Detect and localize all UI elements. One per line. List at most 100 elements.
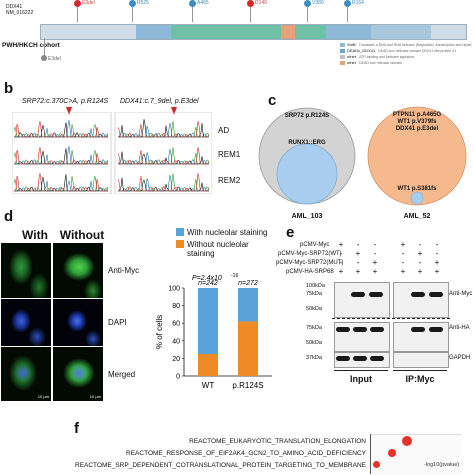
seq1-label: SRP72:c.370C>A, p.R124S [22, 98, 109, 105]
dot-term-3 [373, 461, 380, 468]
n-label: n=272 [238, 280, 258, 287]
dotplot-axis [370, 434, 371, 474]
marker-ha-50: 50kDa [306, 340, 322, 346]
cohort-label: PWH/HKCH cohort [2, 42, 60, 49]
y-tick-label: 0 [176, 374, 180, 381]
bar-legend: With nucleolar staining Without nucleola… [176, 228, 276, 258]
domain-other-2 [371, 25, 431, 39]
group-bracket-input [334, 370, 388, 371]
marker-gapdh-37: 37kDa [306, 355, 322, 361]
legend-without: Without nucleolar staining [176, 240, 276, 258]
venn2-caption: AML_52 [403, 213, 431, 220]
y-axis-label: % of cells [155, 315, 164, 349]
blot-label-anti-ha: Anti-HA [449, 325, 470, 331]
legend-item: SmB Translates a DNA and RNA helicase (R… [340, 42, 472, 48]
lollipop-head [344, 0, 351, 7]
chromatogram-trace [117, 151, 209, 165]
legend-item: DEADc_DDX41 DEAD-box helicase domain DDX… [340, 48, 472, 54]
group-label-ip: IP:Myc [405, 374, 435, 384]
chromatogram [12, 112, 212, 194]
y-tick-label: 20 [172, 356, 180, 363]
gene-name: DDX41 [6, 4, 23, 10]
panel-f-label: f [74, 420, 79, 437]
lollipop-6: R164 [342, 0, 364, 22]
venn2-outer-label-2: WT1 p.V379fs [397, 119, 437, 125]
lollipop-label: E3del [82, 0, 95, 6]
micrograph-with-merged: 10 µm [0, 346, 52, 402]
panel-c-label: c [268, 92, 277, 109]
col-without-label: Without [59, 228, 105, 242]
band-ha-input-3 [370, 327, 384, 332]
p-value-label: P=2.4x10 [192, 275, 222, 282]
scale-bar-label: 10 µm [37, 394, 49, 399]
transfection-sign: - [401, 249, 405, 258]
legend-swatch [176, 240, 184, 248]
venn1-caption: AML_103 [291, 213, 323, 220]
y-tick-label: 100 [168, 286, 180, 293]
transfection-sign: + [338, 240, 344, 249]
band-myc-input-3 [369, 292, 383, 297]
seq2-label: DDX41:c.7_9del, p.E3del [120, 98, 199, 105]
group-bracket-ip [393, 370, 447, 371]
marker-ha-75: 75kDa [306, 325, 322, 331]
bar-wt-series-0 [198, 354, 218, 376]
row-label-srp72-mut: pCMV-Myc-SRP72(MUT) [276, 260, 344, 266]
term-1: REACTOME_EUKARYOTIC_TRANSLATION_ELONGATI… [189, 438, 366, 445]
transfection-sign: + [400, 240, 406, 249]
row-label-ad: AD [218, 126, 230, 135]
blot-divider [332, 318, 450, 319]
x-tick-label: WT [202, 381, 215, 390]
legend-without-label: Without nucleolar staining [187, 240, 249, 258]
venn1-inner-label: RUNX1::ERG [288, 140, 326, 146]
stacked-bar-chart: 0 20 40 60 80 100 % of cells P=2.4x10 -16 n=242 WT… [155, 273, 272, 390]
legend-with-label: With nucleolar staining [187, 228, 268, 237]
transfection-sign: + [338, 267, 344, 276]
lollipop-label: R525 [137, 0, 149, 6]
lollipop-1: E3del [72, 0, 95, 22]
n-label: n=242 [198, 280, 218, 287]
transfection-sign: + [417, 267, 423, 276]
y-tick-label: 60 [172, 321, 180, 328]
chromatogram-trace [117, 177, 209, 192]
transfection-sign: + [372, 258, 378, 267]
band-gapdh-3 [370, 356, 384, 361]
blot-gapdh-ip [393, 352, 449, 368]
band-myc-input-2 [351, 292, 365, 297]
transfection-sign: - [401, 258, 405, 267]
domain-legend: SmB Translates a DNA and RNA helicase (R… [340, 42, 472, 66]
lollipop-head [74, 0, 81, 7]
transfection-sign: + [417, 249, 423, 258]
lollipop-label: D140 [255, 0, 267, 6]
row-label-srp72-wt: pCMV-Myc-SRP72(WT) [278, 251, 342, 257]
dot-term-1 [402, 436, 412, 446]
micrograph-without-dapi [52, 298, 104, 348]
y-tick-label: 40 [172, 338, 180, 345]
lollipop-head [247, 0, 254, 7]
row-label-pcmv-myc: pCMV-Myc [300, 242, 330, 248]
y-tick-label: 80 [172, 303, 180, 310]
band-myc-ip-2 [411, 292, 425, 297]
band-ha-input-1 [336, 327, 350, 332]
row-label-anti-myc: Anti-Myc [108, 266, 140, 275]
protein-track [40, 24, 467, 40]
band-ha-ip-3 [429, 327, 443, 332]
micrograph-with-dapi [0, 298, 52, 348]
lollipop-4: D140 [245, 0, 267, 22]
band-myc-ip-3 [429, 292, 443, 297]
marker-myc-50: 50kDa [306, 306, 322, 312]
scale-bar-label-2: 10 µm [89, 394, 101, 399]
group-label-input: Input [350, 374, 372, 384]
seq2-arrow [171, 107, 177, 115]
term-2: REACTOME_RESPONSE_OF_EIF2AK4_GCN2_TO_AMI… [126, 450, 366, 457]
cohort-mutation-label: E3del [48, 56, 61, 62]
chromatogram-trace [117, 121, 210, 138]
term-3: REACTOME_SRP_DEPENDENT_COTRANSLATIONAL_P… [75, 462, 366, 469]
transfection-sign: + [400, 267, 406, 276]
lollipop-label: R164 [352, 0, 364, 6]
seq1-arrow [66, 107, 72, 115]
transfection-sign: + [372, 267, 378, 276]
bar-wt-series-1 [198, 288, 218, 354]
marker-myc-75: 75kDa [306, 291, 322, 297]
transfection-sign: - [373, 249, 377, 258]
panel-d-label: d [4, 208, 14, 225]
